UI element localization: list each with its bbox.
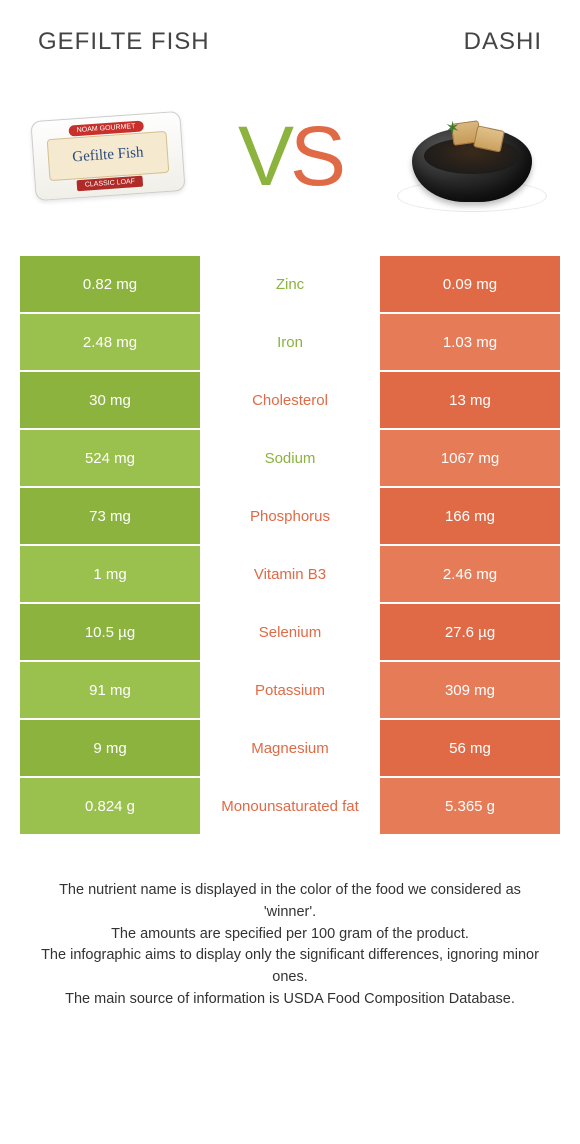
value-left: 1 mg — [20, 546, 200, 602]
table-row: 2.48 mgIron1.03 mg — [20, 314, 560, 372]
package-brand: NOAM GOURMET — [68, 120, 143, 136]
value-right: 13 mg — [380, 372, 560, 428]
table-row: 0.824 gMonounsaturated fat5.365 g — [20, 778, 560, 836]
nutrient-label: Vitamin B3 — [200, 546, 380, 602]
nutrient-label: Zinc — [200, 256, 380, 312]
value-left: 9 mg — [20, 720, 200, 776]
value-left: 91 mg — [20, 662, 200, 718]
vs-icon: V S — [238, 108, 342, 205]
value-left: 73 mg — [20, 488, 200, 544]
value-right: 56 mg — [380, 720, 560, 776]
table-row: 524 mgSodium1067 mg — [20, 430, 560, 488]
nutrient-label: Potassium — [200, 662, 380, 718]
value-right: 309 mg — [380, 662, 560, 718]
nutrient-comparison-table: 0.82 mgZinc0.09 mg2.48 mgIron1.03 mg30 m… — [20, 256, 560, 836]
package-variant: CLASSIC LOAF — [77, 176, 144, 192]
value-right: 166 mg — [380, 488, 560, 544]
value-left: 10.5 µg — [20, 604, 200, 660]
nutrient-label: Cholesterol — [200, 372, 380, 428]
value-right: 5.365 g — [380, 778, 560, 834]
title-left: Gefilte fish — [38, 28, 210, 56]
nutrient-label: Phosphorus — [200, 488, 380, 544]
gefilte-package-icon: NOAM GOURMET Gefilte Fish CLASSIC LOAF — [30, 111, 185, 201]
title-row: Gefilte fish Dashi — [0, 10, 580, 66]
table-row: 73 mgPhosphorus166 mg — [20, 488, 560, 546]
package-product: Gefilte Fish — [72, 145, 144, 167]
food-image-left: NOAM GOURMET Gefilte Fish CLASSIC LOAF — [28, 96, 188, 216]
table-row: 10.5 µgSelenium27.6 µg — [20, 604, 560, 662]
nutrient-label: Iron — [200, 314, 380, 370]
footer-line: The amounts are specified per 100 gram o… — [34, 924, 546, 946]
value-right: 27.6 µg — [380, 604, 560, 660]
value-left: 0.824 g — [20, 778, 200, 834]
value-left: 30 mg — [20, 372, 200, 428]
value-right: 0.09 mg — [380, 256, 560, 312]
value-right: 1.03 mg — [380, 314, 560, 370]
value-right: 1067 mg — [380, 430, 560, 486]
value-left: 0.82 mg — [20, 256, 200, 312]
footer-line: The main source of information is USDA F… — [34, 989, 546, 1011]
food-image-right: ✶ — [392, 96, 552, 216]
footer-line: The nutrient name is displayed in the co… — [34, 880, 546, 924]
nutrient-label: Selenium — [200, 604, 380, 660]
table-row: 9 mgMagnesium56 mg — [20, 720, 560, 778]
table-row: 1 mgVitamin B32.46 mg — [20, 546, 560, 604]
table-row: 30 mgCholesterol13 mg — [20, 372, 560, 430]
vs-letter-v: V — [238, 108, 290, 205]
value-left: 2.48 mg — [20, 314, 200, 370]
title-right: Dashi — [464, 28, 542, 56]
footer-notes: The nutrient name is displayed in the co… — [0, 836, 580, 1011]
nutrient-label: Magnesium — [200, 720, 380, 776]
versus-row: NOAM GOURMET Gefilte Fish CLASSIC LOAF V… — [0, 66, 580, 256]
table-row: 91 mgPotassium309 mg — [20, 662, 560, 720]
nutrient-label: Sodium — [200, 430, 380, 486]
value-left: 524 mg — [20, 430, 200, 486]
dashi-bowl-icon: ✶ — [397, 96, 547, 216]
footer-line: The infographic aims to display only the… — [34, 945, 546, 989]
nutrient-label: Monounsaturated fat — [200, 778, 380, 834]
table-row: 0.82 mgZinc0.09 mg — [20, 256, 560, 314]
value-right: 2.46 mg — [380, 546, 560, 602]
vs-letter-s: S — [290, 108, 342, 205]
